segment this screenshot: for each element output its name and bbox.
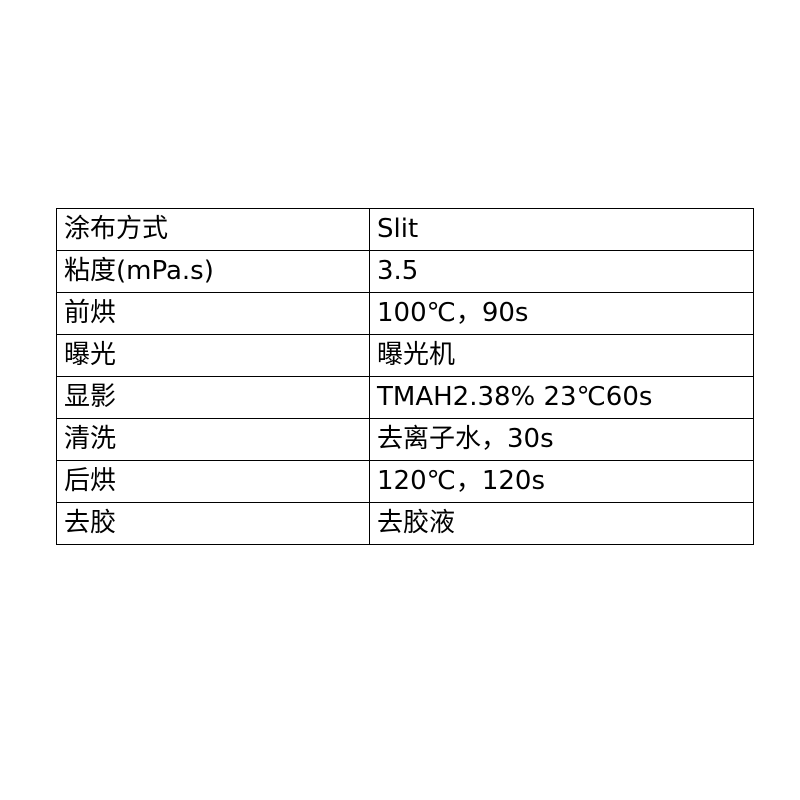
value-cell: 去离子水，30s xyxy=(369,418,754,461)
table-row: 后烘 120℃，120s xyxy=(56,460,754,503)
value-cell: 曝光机 xyxy=(369,334,754,377)
value-cell: TMAH2.38% 23℃60s xyxy=(369,376,754,419)
parameter-cell: 涂布方式 xyxy=(56,208,370,251)
parameter-cell: 显影 xyxy=(56,376,370,419)
table-row: 前烘 100℃，90s xyxy=(56,292,754,335)
table-row: 显影 TMAH2.38% 23℃60s xyxy=(56,376,754,419)
value-cell: 120℃，120s xyxy=(369,460,754,503)
table-row: 去胶 去胶液 xyxy=(56,502,754,545)
process-parameters-table: 涂布方式 Slit 粘度(mPa.s) 3.5 前烘 100℃，90s 曝光 曝光机 显影 TMA… xyxy=(56,208,754,545)
value-cell: 3.5 xyxy=(369,250,754,293)
table-row: 清洗 去离子水，30s xyxy=(56,418,754,461)
parameter-cell: 粘度(mPa.s) xyxy=(56,250,370,293)
parameter-cell: 前烘 xyxy=(56,292,370,335)
parameter-cell: 去胶 xyxy=(56,502,370,545)
parameter-cell: 清洗 xyxy=(56,418,370,461)
table-body: 涂布方式 Slit 粘度(mPa.s) 3.5 前烘 100℃，90s 曝光 曝光机 显影 TMA… xyxy=(56,208,754,545)
parameter-cell: 后烘 xyxy=(56,460,370,503)
value-cell: 去胶液 xyxy=(369,502,754,545)
table-row: 曝光 曝光机 xyxy=(56,334,754,377)
table-row: 涂布方式 Slit xyxy=(56,208,754,251)
value-cell: 100℃，90s xyxy=(369,292,754,335)
value-cell: Slit xyxy=(369,208,754,251)
parameter-cell: 曝光 xyxy=(56,334,370,377)
table-row: 粘度(mPa.s) 3.5 xyxy=(56,250,754,293)
